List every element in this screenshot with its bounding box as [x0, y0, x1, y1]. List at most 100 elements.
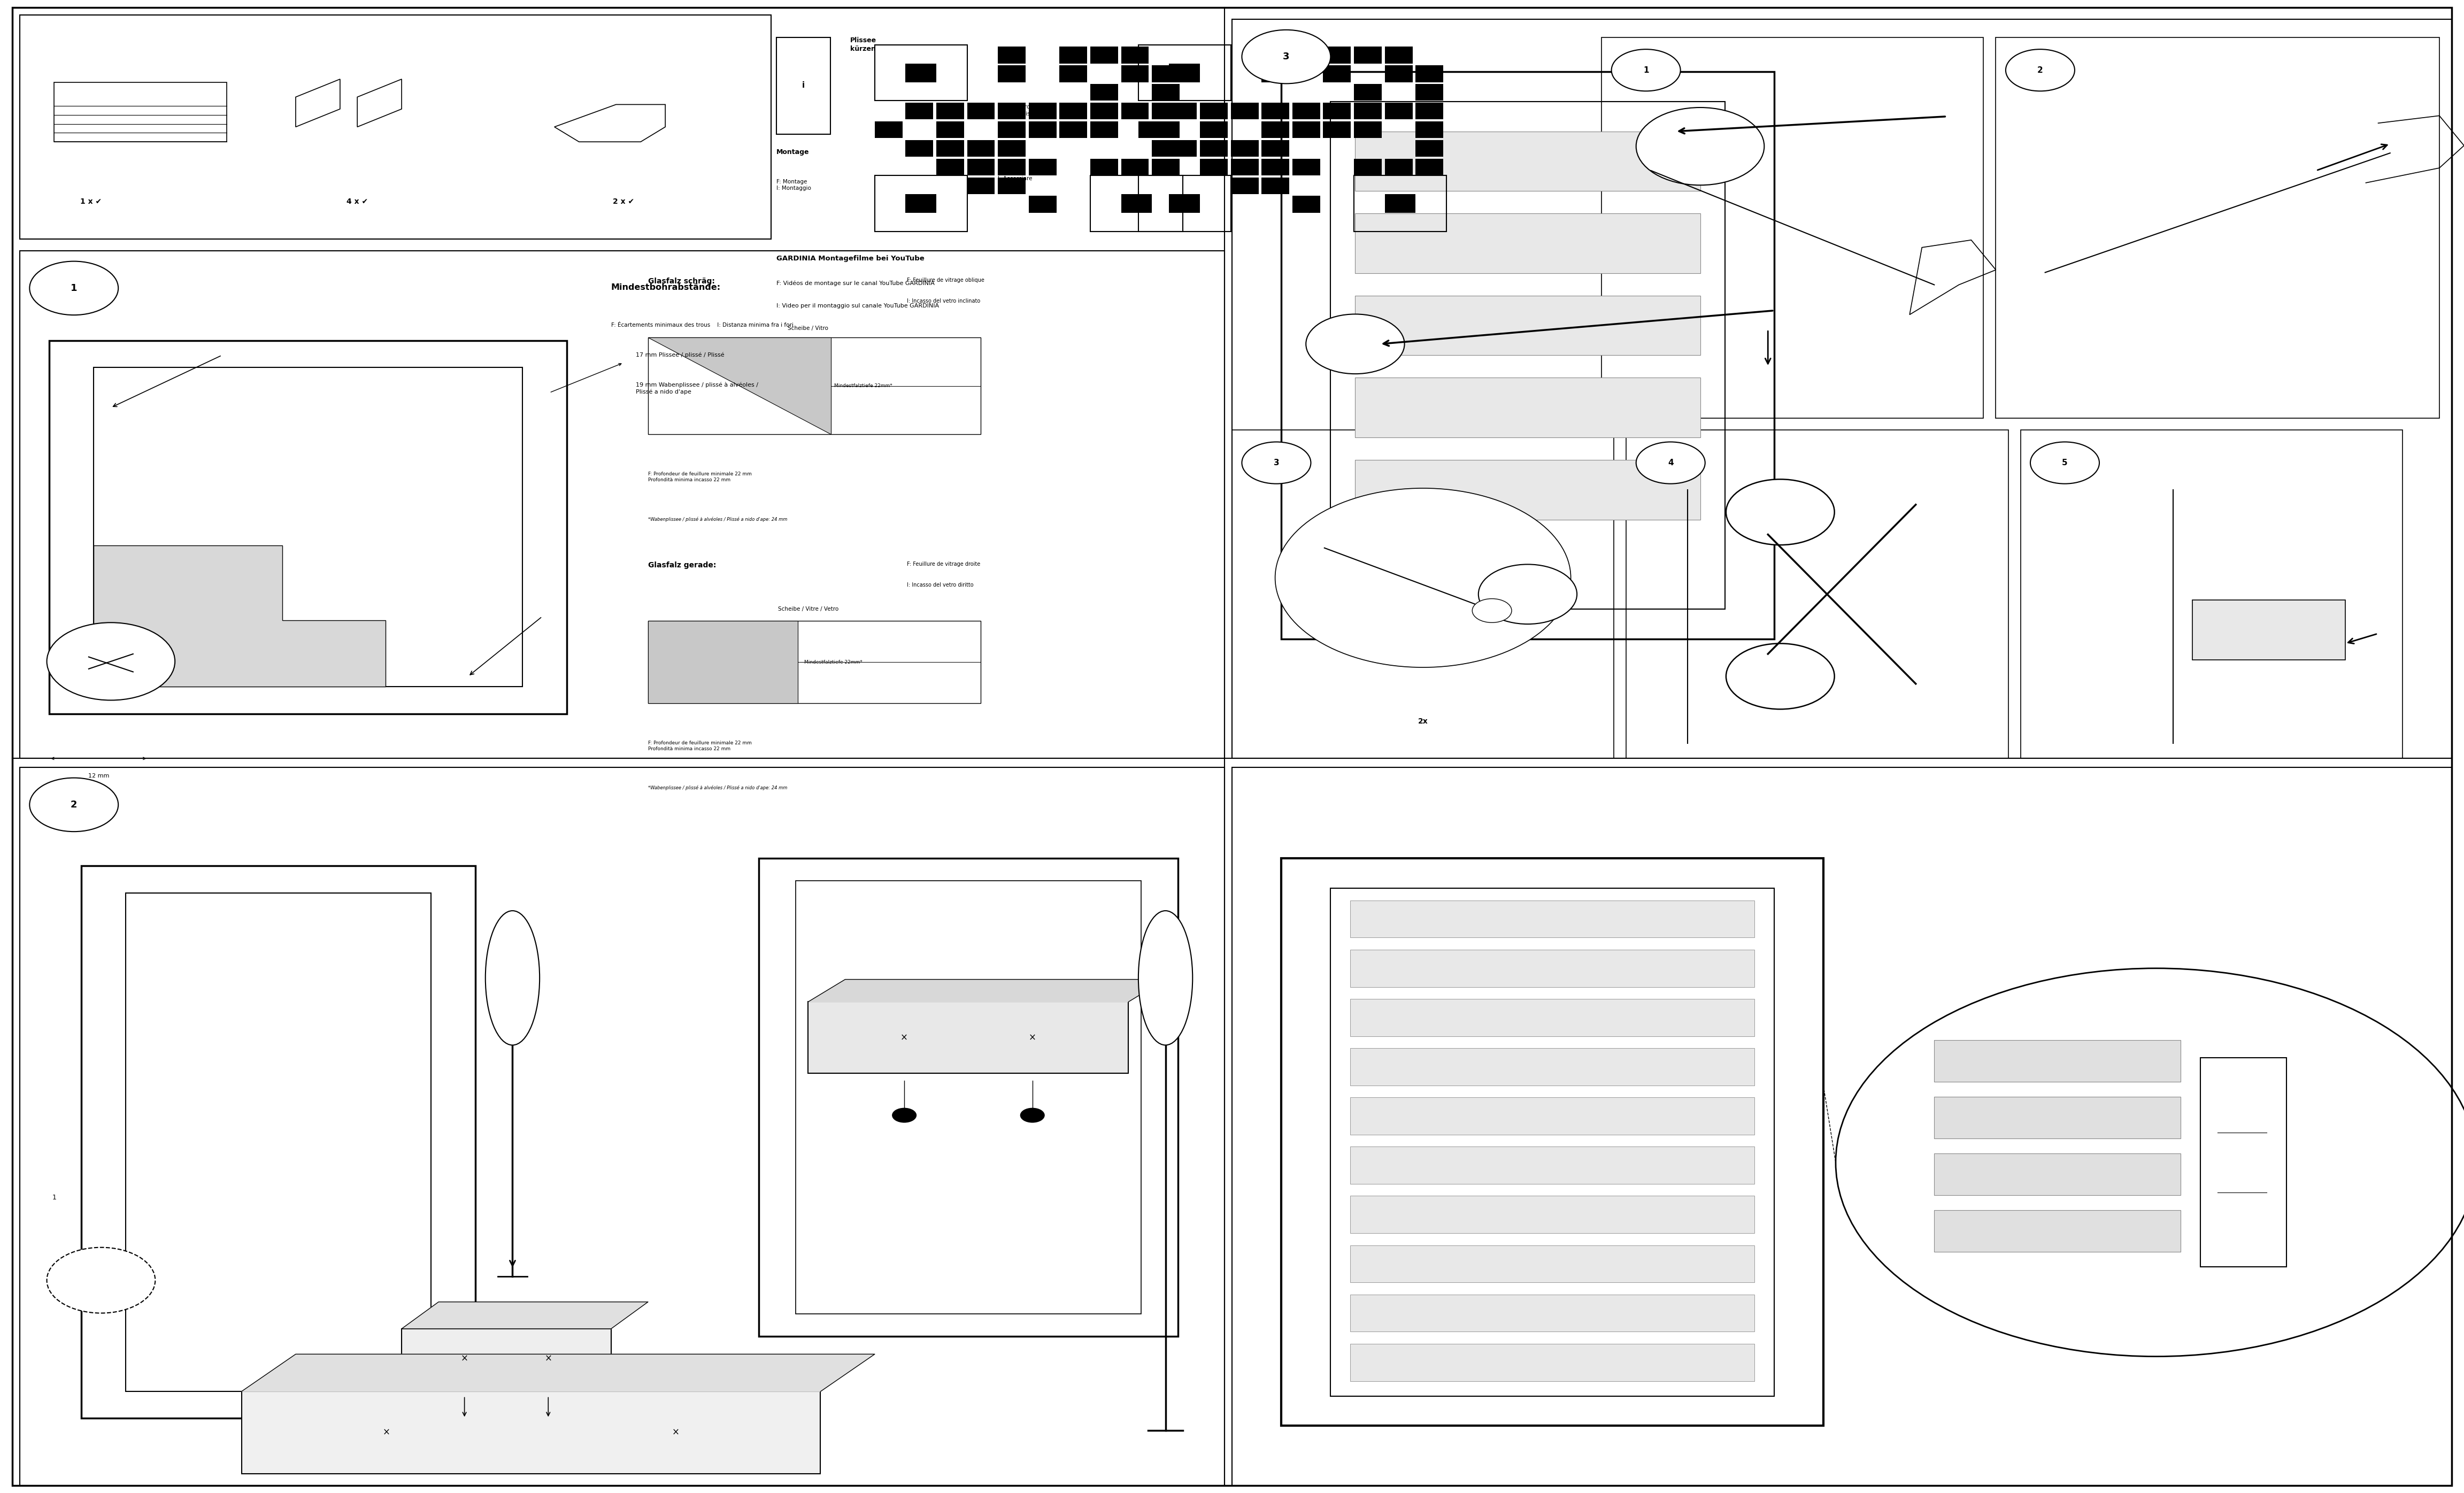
Bar — [1089, 84, 1119, 102]
Bar — [1121, 66, 1148, 82]
Bar — [1138, 176, 1232, 231]
Polygon shape — [241, 1354, 875, 1391]
Bar — [1089, 121, 1119, 139]
Bar — [1262, 103, 1289, 119]
Bar — [1350, 1294, 1754, 1332]
Text: 2: 2 — [71, 800, 76, 809]
Bar — [759, 858, 1178, 1336]
Bar — [1232, 140, 1259, 157]
Bar — [1355, 460, 1700, 520]
Bar — [1355, 103, 1382, 119]
Bar — [1262, 178, 1289, 194]
Bar — [1168, 103, 1198, 119]
Text: 4 x ✔: 4 x ✔ — [347, 197, 367, 206]
Bar — [1934, 1211, 2181, 1253]
Bar — [998, 178, 1025, 194]
Bar — [1200, 121, 1227, 139]
Text: 2x: 2x — [1417, 717, 1429, 726]
Text: F: Feuillure de vitrage oblique: F: Feuillure de vitrage oblique — [907, 278, 983, 284]
Circle shape — [1836, 969, 2464, 1357]
Bar — [1291, 196, 1321, 213]
Bar — [1121, 46, 1148, 63]
Bar — [1121, 194, 1151, 213]
Text: 1: 1 — [71, 284, 76, 293]
Bar — [966, 103, 995, 119]
Bar — [94, 367, 522, 687]
Text: *Wabenplissee / plissé à alvéoles / Plissé a nido d'ape: 24 mm: *Wabenplissee / plissé à alvéoles / Plis… — [648, 517, 788, 521]
Text: 2: 2 — [2038, 66, 2043, 75]
Text: Mindestfalztiefe 22mm*: Mindestfalztiefe 22mm* — [835, 384, 892, 388]
Bar — [1355, 46, 1382, 63]
Bar — [1232, 767, 2452, 1486]
Bar — [1200, 158, 1227, 176]
Bar — [1281, 858, 1823, 1426]
Bar — [1602, 37, 1984, 418]
Text: ×: × — [382, 1427, 389, 1438]
Bar — [1121, 103, 1148, 119]
Text: 1: 1 — [52, 1194, 57, 1200]
Bar — [796, 881, 1141, 1314]
Bar — [1414, 121, 1444, 139]
Bar — [20, 251, 1225, 758]
Polygon shape — [808, 979, 1165, 1002]
Bar — [808, 1002, 1129, 1073]
Text: 4: 4 — [1668, 458, 1673, 467]
Text: 12 mm: 12 mm — [89, 773, 108, 779]
Polygon shape — [94, 545, 384, 687]
Bar — [1151, 158, 1180, 176]
Bar — [1934, 1097, 2181, 1139]
Bar — [1934, 1154, 2181, 1196]
Bar — [402, 1329, 611, 1388]
Circle shape — [892, 1108, 917, 1123]
Bar — [998, 121, 1025, 139]
Bar — [1089, 46, 1119, 63]
Circle shape — [1473, 599, 1513, 623]
Bar — [1262, 121, 1289, 139]
Bar — [1262, 66, 1289, 82]
Bar — [1151, 121, 1180, 139]
Bar — [1350, 1245, 1754, 1282]
Bar — [1355, 131, 1700, 191]
Bar — [81, 866, 476, 1418]
Bar — [1138, 45, 1232, 102]
Bar — [1089, 158, 1119, 176]
Bar — [1385, 103, 1412, 119]
Bar — [1323, 66, 1350, 82]
Ellipse shape — [485, 911, 540, 1045]
Bar — [998, 46, 1025, 63]
Bar — [1414, 84, 1444, 102]
Bar — [1060, 66, 1087, 82]
Text: 3: 3 — [1284, 52, 1289, 61]
Bar — [1350, 1048, 1754, 1085]
Bar — [1331, 888, 1774, 1396]
Bar — [1168, 140, 1198, 157]
Circle shape — [30, 778, 118, 832]
Bar — [1414, 140, 1444, 157]
Bar — [20, 767, 1225, 1486]
Bar — [1060, 103, 1087, 119]
Bar — [2020, 430, 2402, 758]
Bar — [1262, 140, 1289, 157]
Bar — [875, 176, 966, 231]
Circle shape — [1276, 488, 1572, 667]
Bar — [1232, 178, 1259, 194]
Bar — [1331, 102, 1725, 609]
Bar — [1291, 158, 1321, 176]
Ellipse shape — [1138, 911, 1193, 1045]
Bar — [998, 103, 1025, 119]
Bar — [1030, 121, 1057, 139]
Bar — [54, 82, 227, 142]
Text: ×: × — [899, 1033, 909, 1042]
Bar — [126, 893, 431, 1391]
Text: Glasfalz schräg:: Glasfalz schräg: — [648, 278, 715, 285]
Circle shape — [1611, 49, 1680, 91]
Bar — [1200, 103, 1227, 119]
Polygon shape — [648, 337, 830, 434]
Bar — [1232, 103, 1259, 119]
Circle shape — [1242, 442, 1311, 484]
Bar — [936, 103, 963, 119]
Bar — [1200, 140, 1227, 157]
Text: Plissee
kürzen: Plissee kürzen — [850, 37, 877, 52]
Text: I: Incasso del vetro inclinato: I: Incasso del vetro inclinato — [907, 299, 981, 305]
Polygon shape — [402, 1302, 648, 1329]
